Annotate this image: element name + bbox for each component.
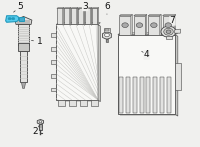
Polygon shape	[77, 8, 78, 25]
Polygon shape	[131, 15, 132, 36]
FancyBboxPatch shape	[148, 16, 160, 35]
FancyBboxPatch shape	[57, 9, 63, 24]
Text: 7: 7	[169, 16, 175, 25]
Circle shape	[166, 30, 171, 33]
FancyBboxPatch shape	[18, 43, 29, 51]
Polygon shape	[174, 29, 180, 33]
Polygon shape	[118, 33, 178, 35]
Circle shape	[122, 23, 128, 27]
Polygon shape	[6, 16, 19, 22]
Polygon shape	[37, 120, 44, 124]
Polygon shape	[91, 8, 92, 25]
Polygon shape	[119, 15, 132, 16]
FancyBboxPatch shape	[64, 9, 70, 24]
Polygon shape	[175, 35, 178, 116]
FancyBboxPatch shape	[106, 39, 108, 42]
FancyBboxPatch shape	[160, 77, 164, 113]
FancyBboxPatch shape	[39, 124, 42, 130]
FancyBboxPatch shape	[133, 77, 137, 113]
Polygon shape	[92, 8, 99, 9]
FancyBboxPatch shape	[167, 77, 171, 113]
Polygon shape	[98, 24, 100, 102]
Text: 3: 3	[79, 2, 88, 11]
Circle shape	[151, 23, 157, 27]
Polygon shape	[120, 36, 178, 116]
Polygon shape	[78, 8, 85, 9]
Polygon shape	[63, 8, 64, 25]
Polygon shape	[84, 8, 85, 25]
Text: 1: 1	[31, 37, 42, 46]
FancyBboxPatch shape	[56, 24, 98, 100]
Circle shape	[161, 26, 176, 37]
Text: 5: 5	[14, 2, 23, 12]
FancyBboxPatch shape	[19, 17, 24, 21]
FancyBboxPatch shape	[126, 77, 130, 113]
FancyBboxPatch shape	[118, 35, 175, 114]
FancyBboxPatch shape	[153, 77, 157, 113]
FancyBboxPatch shape	[175, 62, 181, 90]
Circle shape	[12, 17, 15, 20]
Polygon shape	[163, 15, 176, 16]
FancyBboxPatch shape	[51, 33, 56, 37]
Polygon shape	[64, 8, 71, 9]
FancyBboxPatch shape	[92, 9, 97, 24]
FancyBboxPatch shape	[119, 77, 123, 113]
FancyBboxPatch shape	[71, 9, 77, 24]
Circle shape	[136, 23, 143, 27]
FancyBboxPatch shape	[166, 36, 172, 39]
Polygon shape	[15, 16, 32, 24]
FancyBboxPatch shape	[146, 77, 150, 113]
Polygon shape	[59, 26, 100, 102]
FancyBboxPatch shape	[51, 88, 56, 91]
Polygon shape	[71, 8, 78, 9]
Text: 6: 6	[104, 2, 110, 14]
Polygon shape	[145, 15, 147, 36]
Circle shape	[165, 23, 171, 27]
Polygon shape	[103, 32, 111, 39]
Circle shape	[39, 121, 42, 123]
FancyBboxPatch shape	[105, 29, 109, 31]
FancyBboxPatch shape	[51, 74, 56, 78]
FancyBboxPatch shape	[119, 16, 131, 35]
FancyBboxPatch shape	[69, 100, 76, 106]
FancyBboxPatch shape	[163, 16, 174, 35]
FancyBboxPatch shape	[20, 51, 27, 82]
Polygon shape	[57, 8, 64, 9]
Polygon shape	[22, 82, 26, 88]
FancyBboxPatch shape	[51, 60, 56, 64]
FancyBboxPatch shape	[58, 100, 65, 106]
Polygon shape	[56, 23, 100, 24]
FancyBboxPatch shape	[80, 100, 87, 106]
Circle shape	[164, 28, 173, 35]
Circle shape	[105, 33, 109, 37]
FancyBboxPatch shape	[91, 100, 98, 106]
Circle shape	[8, 17, 11, 20]
FancyBboxPatch shape	[134, 16, 145, 35]
Text: 4: 4	[142, 50, 149, 59]
Text: 2: 2	[33, 125, 39, 136]
FancyBboxPatch shape	[140, 77, 144, 113]
FancyBboxPatch shape	[104, 28, 110, 32]
FancyBboxPatch shape	[85, 9, 91, 24]
FancyBboxPatch shape	[18, 24, 29, 45]
FancyBboxPatch shape	[51, 47, 56, 51]
Polygon shape	[134, 15, 147, 16]
Polygon shape	[160, 15, 161, 36]
Polygon shape	[70, 8, 71, 25]
Polygon shape	[97, 8, 99, 25]
Polygon shape	[85, 8, 92, 9]
Polygon shape	[174, 15, 176, 36]
FancyBboxPatch shape	[78, 9, 84, 24]
Polygon shape	[148, 15, 161, 16]
